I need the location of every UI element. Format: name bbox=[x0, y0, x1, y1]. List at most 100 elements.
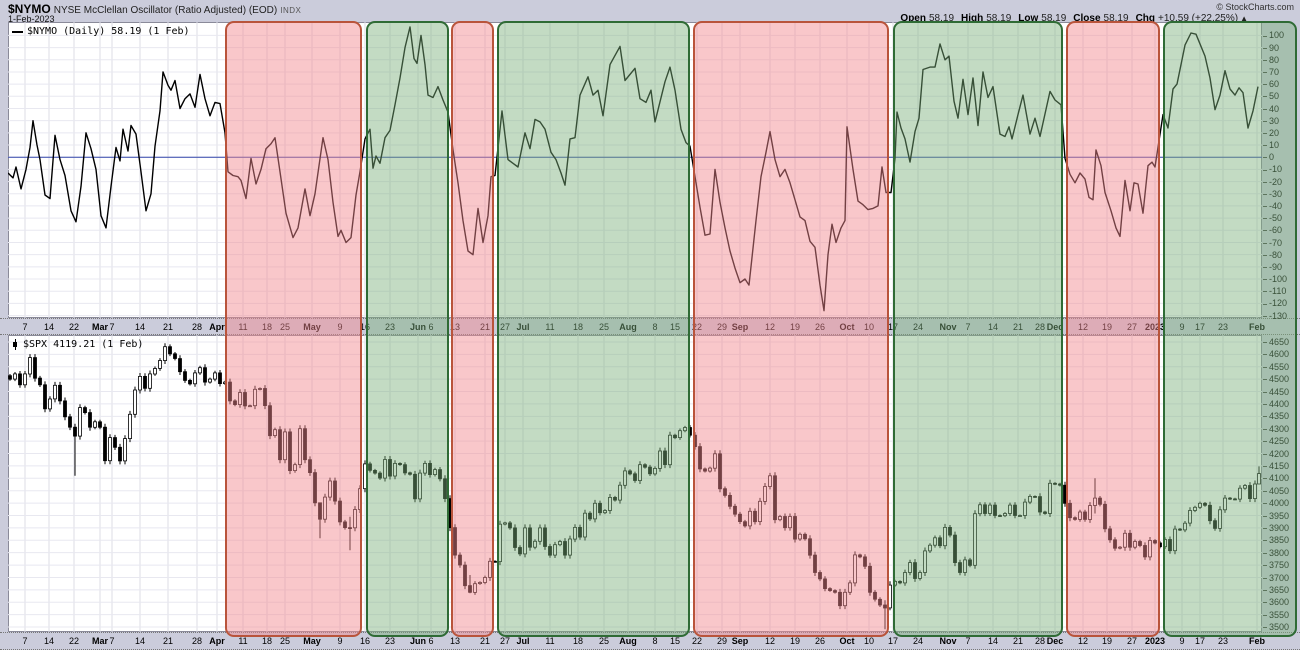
x-tick-label: Oct bbox=[839, 322, 855, 332]
y-tick-label: 3550 bbox=[1263, 610, 1289, 620]
x-tick-label: 10 bbox=[863, 322, 875, 332]
candle bbox=[1143, 542, 1147, 560]
candle bbox=[373, 468, 377, 475]
candle bbox=[783, 513, 787, 531]
y-tick-label: -110 bbox=[1263, 286, 1286, 296]
candle bbox=[38, 375, 42, 387]
candle bbox=[1048, 479, 1052, 517]
y-tick-label: -60 bbox=[1263, 225, 1282, 235]
y-tick-label: 3900 bbox=[1263, 523, 1289, 533]
candle bbox=[873, 590, 877, 602]
candle bbox=[48, 396, 52, 412]
x-tick-label: 22 bbox=[68, 322, 80, 332]
x-tick-label: 24 bbox=[912, 636, 924, 646]
candle bbox=[273, 427, 277, 438]
candle bbox=[103, 423, 107, 465]
x-tick-label: 28 bbox=[1034, 322, 1046, 332]
x-tick-label: 17 bbox=[887, 322, 899, 332]
candle bbox=[433, 467, 437, 477]
x-tick-label: 18 bbox=[261, 636, 273, 646]
x-tick-label: 11 bbox=[545, 636, 555, 646]
x-tick-label: 29 bbox=[716, 636, 728, 646]
y-tick-label: 4650 bbox=[1263, 337, 1289, 347]
candle bbox=[68, 413, 72, 431]
candle bbox=[298, 425, 302, 469]
nymo-legend-label: $NYMO (Daily) 58.19 (1 Feb) bbox=[27, 26, 190, 37]
middle-date-axis: 7 14 22 Mar 7 14 21 28 Apr 11 18 25 May 9 16 23 Jun 6 13 21… bbox=[0, 318, 1300, 335]
candle bbox=[323, 493, 327, 523]
x-tick-label: 11 bbox=[545, 322, 555, 332]
candle bbox=[1118, 546, 1122, 550]
y-tick-label: 4350 bbox=[1263, 411, 1289, 421]
y-tick-label: 3850 bbox=[1263, 535, 1289, 545]
y-tick-label: -70 bbox=[1263, 238, 1282, 248]
candle bbox=[308, 456, 312, 476]
y-tick-label: -90 bbox=[1263, 262, 1282, 272]
x-tick-label: 27 bbox=[499, 322, 511, 332]
candle bbox=[398, 462, 402, 466]
x-tick-label: Feb bbox=[1248, 322, 1266, 332]
bottom-date-axis: 7 14 22 Mar 7 14 21 28 Apr 11 18 25 May 9 16 23 Jun 6 13 21… bbox=[0, 632, 1300, 650]
y-tick-label: -80 bbox=[1263, 250, 1282, 260]
candle bbox=[593, 499, 597, 523]
candle bbox=[228, 378, 232, 405]
x-tick-label: 13 bbox=[449, 322, 461, 332]
x-tick-label: 14 bbox=[987, 636, 999, 646]
candle bbox=[1203, 502, 1207, 507]
candle bbox=[1013, 502, 1017, 519]
x-tick-label: 9 bbox=[337, 322, 343, 332]
x-tick-label: 22 bbox=[691, 322, 703, 332]
x-tick-label: 22 bbox=[68, 636, 80, 646]
candle bbox=[333, 477, 337, 505]
candle bbox=[363, 460, 367, 493]
candle bbox=[118, 443, 122, 465]
x-tick-label: Aug bbox=[619, 322, 637, 332]
x-tick-label: 19 bbox=[789, 636, 801, 646]
candle bbox=[863, 554, 867, 569]
candle bbox=[753, 508, 757, 525]
candle bbox=[153, 366, 157, 376]
candle bbox=[403, 462, 407, 476]
candle bbox=[203, 364, 207, 386]
candle bbox=[178, 355, 182, 375]
x-tick-label: 16 bbox=[359, 636, 371, 646]
candle bbox=[43, 381, 47, 413]
candle bbox=[258, 387, 262, 391]
y-tick-label: -120 bbox=[1263, 298, 1287, 308]
candle bbox=[823, 576, 827, 592]
y-tick-label: 80 bbox=[1263, 55, 1279, 65]
candle bbox=[763, 483, 767, 505]
candle bbox=[463, 561, 467, 590]
candle bbox=[443, 475, 447, 503]
candle bbox=[143, 373, 147, 392]
candle bbox=[53, 381, 57, 403]
candle bbox=[1088, 502, 1092, 523]
candle bbox=[983, 502, 987, 517]
x-tick-label: 9 bbox=[1179, 636, 1185, 646]
x-tick-label: Mar bbox=[91, 636, 109, 646]
y-tick-label: 4550 bbox=[1263, 362, 1289, 372]
candle bbox=[548, 543, 552, 558]
candle bbox=[1083, 509, 1087, 522]
stockcharts-copyright-link[interactable]: © StockCharts.com bbox=[1216, 2, 1294, 12]
candle bbox=[788, 513, 792, 531]
candle bbox=[318, 502, 322, 539]
candle bbox=[1168, 536, 1172, 554]
quote-value: 58.19 bbox=[928, 13, 955, 24]
x-tick-label: 12 bbox=[1077, 636, 1089, 646]
candle bbox=[998, 514, 1002, 517]
candle bbox=[1238, 485, 1242, 503]
candle bbox=[803, 532, 807, 541]
candle bbox=[13, 372, 17, 382]
candle bbox=[958, 559, 962, 576]
chart-date: 1-Feb-2023 bbox=[8, 14, 55, 24]
x-tick-label: 2023 bbox=[1144, 322, 1166, 332]
candle bbox=[28, 354, 32, 378]
candle bbox=[1198, 501, 1202, 509]
nymo-plot-area bbox=[8, 22, 1262, 318]
candle bbox=[1148, 537, 1152, 561]
y-tick-label: 10 bbox=[1263, 140, 1279, 150]
candle bbox=[98, 419, 102, 430]
y-tick-label: 40 bbox=[1263, 104, 1279, 114]
